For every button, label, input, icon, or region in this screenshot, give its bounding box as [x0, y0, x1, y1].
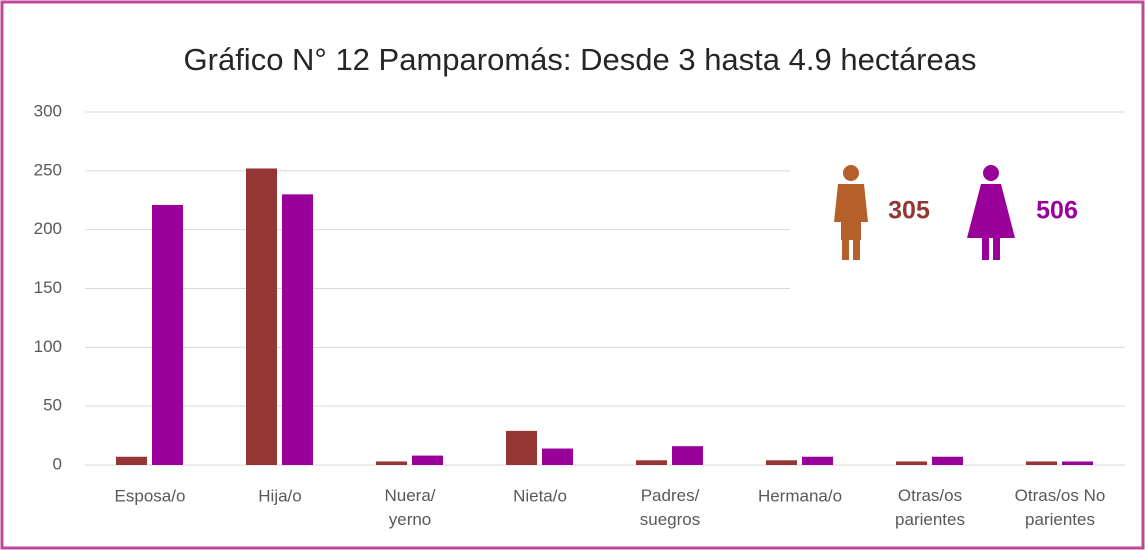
bar [896, 461, 927, 465]
x-tick-label: Nuera/yerno [384, 486, 435, 529]
y-tick-label: 200 [34, 219, 62, 238]
x-tick-label: Hija/o [258, 486, 301, 505]
icon-leg [993, 238, 1000, 260]
x-tick-label: Hermana/o [758, 486, 842, 505]
y-tick-label: 150 [34, 278, 62, 297]
bar [282, 194, 313, 465]
annotation: 506 [1036, 197, 1078, 225]
x-tick-label: Otras/os parientes [895, 486, 965, 529]
y-tick-label: 0 [53, 454, 62, 473]
bar [506, 430, 537, 465]
x-tick-label: Esposa/o [115, 486, 186, 505]
bar [1062, 461, 1093, 465]
bar [802, 456, 833, 465]
bar [376, 461, 407, 465]
y-tick-label: 250 [34, 160, 62, 179]
annotation: 305 [888, 197, 930, 225]
x-tick-label: Nieta/o [513, 486, 567, 505]
icon-leg [982, 238, 989, 260]
male-icon [834, 165, 868, 260]
icon-head [983, 165, 999, 181]
bar [116, 456, 147, 465]
y-tick-label: 300 [34, 101, 62, 120]
female-icon [967, 165, 1015, 260]
icon-body [967, 184, 1015, 238]
y-tick-label: 50 [43, 396, 62, 415]
x-tick-label: Otras/os No parientes [1015, 486, 1106, 529]
bar [412, 455, 443, 465]
icon-leg [842, 238, 849, 260]
bar [542, 448, 573, 465]
y-tick-label: 100 [34, 337, 62, 356]
chart-title: Gráfico N° 12 Pamparomás: Desde 3 hasta … [184, 42, 977, 77]
bar [932, 456, 963, 465]
bar [246, 168, 277, 466]
bar [636, 460, 667, 465]
icon-head [843, 165, 859, 181]
bar [152, 204, 183, 465]
bar [766, 460, 797, 465]
bar [1026, 461, 1057, 465]
icon-body [834, 184, 868, 240]
bar [672, 446, 703, 465]
icon-leg [853, 238, 860, 260]
x-tick-label: Padres/suegros [640, 486, 700, 529]
